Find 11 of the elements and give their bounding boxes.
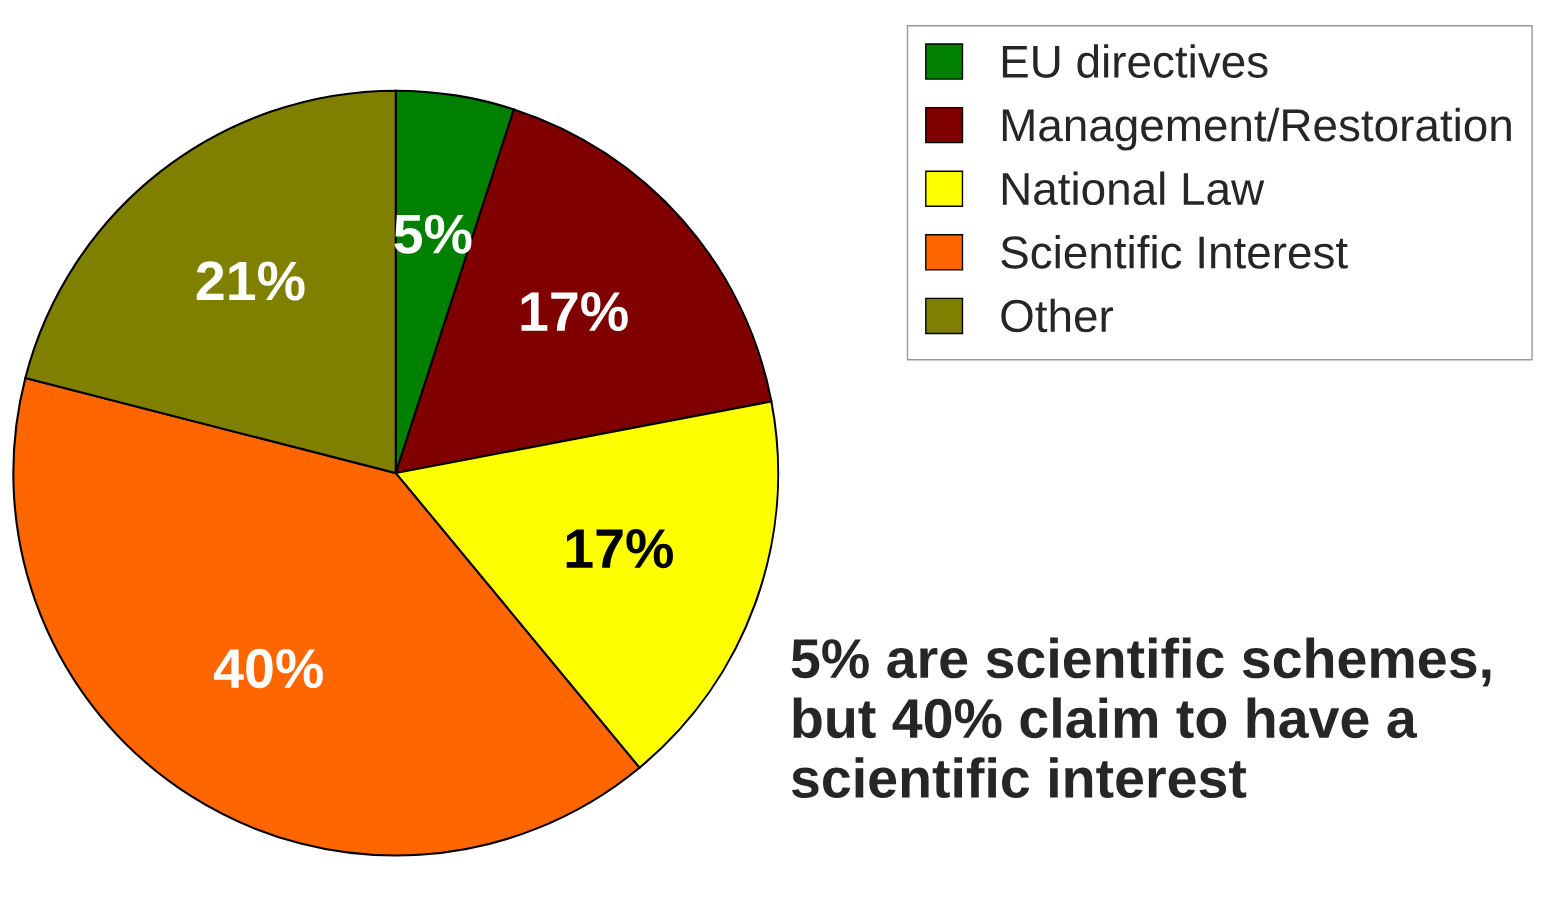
legend-label: Scientific Interest <box>1001 235 1348 269</box>
data-label: 17% <box>521 292 628 332</box>
data-label: 17% <box>566 529 673 569</box>
text: 5% are scientific schemes, but 40% claim to have a scientific interest <box>791 637 1491 799</box>
legend-label: Other <box>1001 298 1114 333</box>
data-label: 21% <box>196 261 305 301</box>
legend-label: EU directives <box>1002 44 1268 78</box>
data-label: 5% <box>394 214 472 254</box>
legend-label: National Law <box>1002 171 1265 206</box>
data-label: 40% <box>213 648 323 689</box>
legend-label: Management/Restoration <box>1002 107 1511 151</box>
